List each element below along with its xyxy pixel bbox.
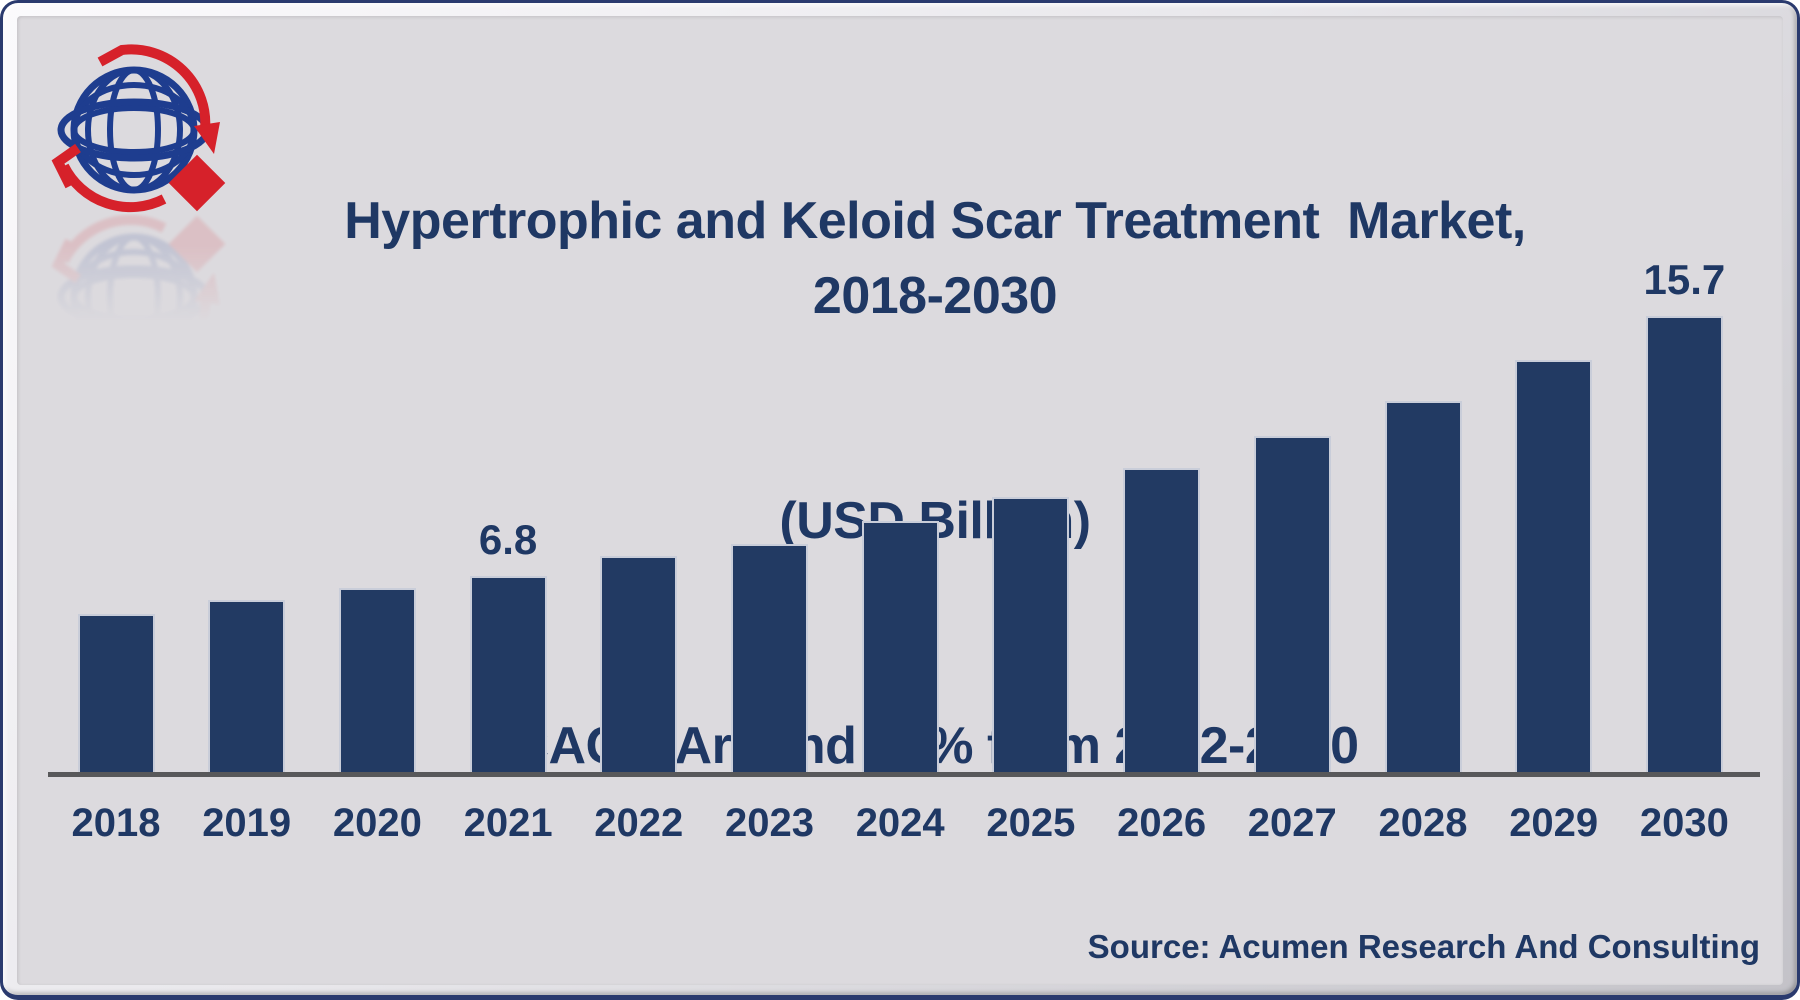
bar-2021 bbox=[469, 576, 547, 775]
bar-2025 bbox=[992, 497, 1070, 775]
x-tick-2026: 2026 bbox=[1117, 801, 1207, 845]
bar-2022 bbox=[600, 555, 678, 775]
globe-icon bbox=[51, 44, 226, 213]
x-tick-2025: 2025 bbox=[986, 801, 1076, 845]
globe-icon bbox=[51, 214, 226, 383]
x-tick-2029: 2029 bbox=[1509, 801, 1599, 845]
data-label-2030: 15.7 bbox=[1643, 255, 1726, 303]
x-tick-2021: 2021 bbox=[463, 801, 553, 845]
x-tick-2027: 2027 bbox=[1247, 801, 1337, 845]
title-line-1: Hypertrophic and Keloid Scar Treatment M… bbox=[344, 192, 1540, 325]
bar-2024 bbox=[861, 520, 939, 775]
bar-2027 bbox=[1253, 435, 1331, 775]
bar-2029 bbox=[1515, 359, 1593, 775]
x-tick-2019: 2019 bbox=[202, 801, 292, 845]
x-tick-2023: 2023 bbox=[725, 801, 814, 845]
x-tick-2028: 2028 bbox=[1378, 801, 1468, 845]
globe-logo-reflection bbox=[42, 214, 232, 389]
chart-canvas bbox=[17, 16, 1783, 985]
x-tick-2024: 2024 bbox=[855, 801, 945, 845]
bar-2030 bbox=[1645, 315, 1723, 775]
acumen-globe-logo bbox=[42, 38, 232, 213]
bar-2026 bbox=[1123, 467, 1201, 775]
data-label-2021: 6.8 bbox=[478, 516, 538, 564]
bar-2018 bbox=[77, 614, 155, 775]
x-tick-2030: 2030 bbox=[1639, 801, 1729, 845]
source-credit: Source: Acumen Research And Consulting bbox=[1087, 928, 1760, 965]
x-axis-line bbox=[48, 772, 1760, 777]
bar-2020 bbox=[338, 587, 416, 775]
x-tick-2018: 2018 bbox=[71, 801, 161, 845]
bar-2023 bbox=[731, 544, 808, 775]
x-tick-2022: 2022 bbox=[594, 801, 684, 845]
x-tick-2020: 2020 bbox=[332, 801, 422, 845]
bar-2028 bbox=[1384, 400, 1462, 775]
bar-2019 bbox=[208, 599, 286, 775]
